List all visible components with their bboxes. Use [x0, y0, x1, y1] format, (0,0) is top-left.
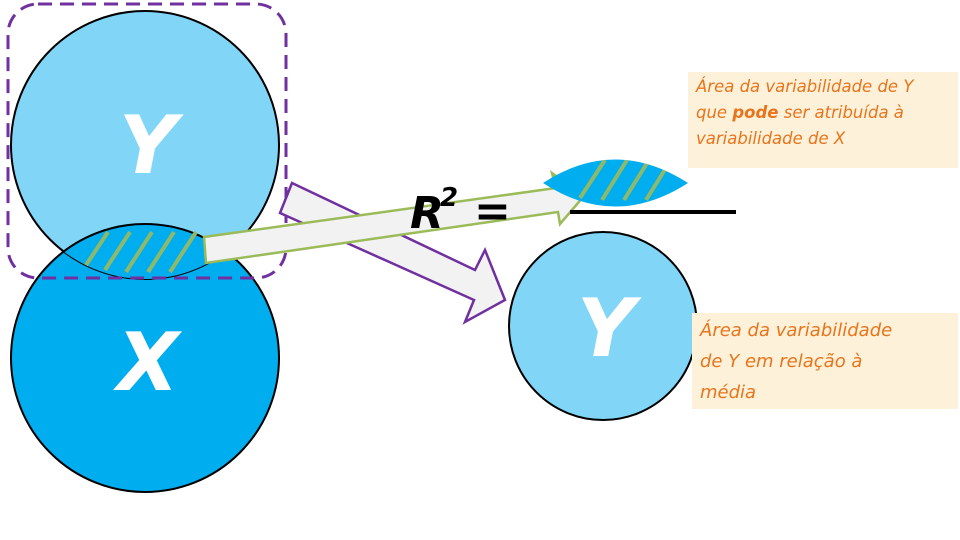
- note-total-variability: Área da variabilidade de Y em relação à …: [692, 313, 958, 409]
- circle-x-label: X: [112, 316, 182, 409]
- formula-r: R: [410, 188, 444, 239]
- formula-equals: =: [474, 186, 511, 237]
- overlap-region: [11, 223, 279, 279]
- note-bottom-line1: Área da variabilidade: [700, 320, 893, 341]
- formula-exponent: 2: [440, 183, 458, 213]
- lens-overlap-area: [543, 159, 688, 207]
- note-bottom-line2: de Y em relação à: [700, 351, 863, 372]
- note-explained-variability: Área da variabilidade de Y que pode ser …: [688, 72, 958, 168]
- note-top-line3: variabilidade de X: [696, 129, 846, 148]
- circle-y-small-label: Y: [577, 282, 642, 375]
- circle-y-large-label: Y: [119, 99, 184, 192]
- note-top-line1: Área da variabilidade de Y: [696, 77, 914, 96]
- note-bottom-line3: média: [700, 382, 757, 403]
- note-top-line2: que pode ser atribuída à: [696, 103, 904, 122]
